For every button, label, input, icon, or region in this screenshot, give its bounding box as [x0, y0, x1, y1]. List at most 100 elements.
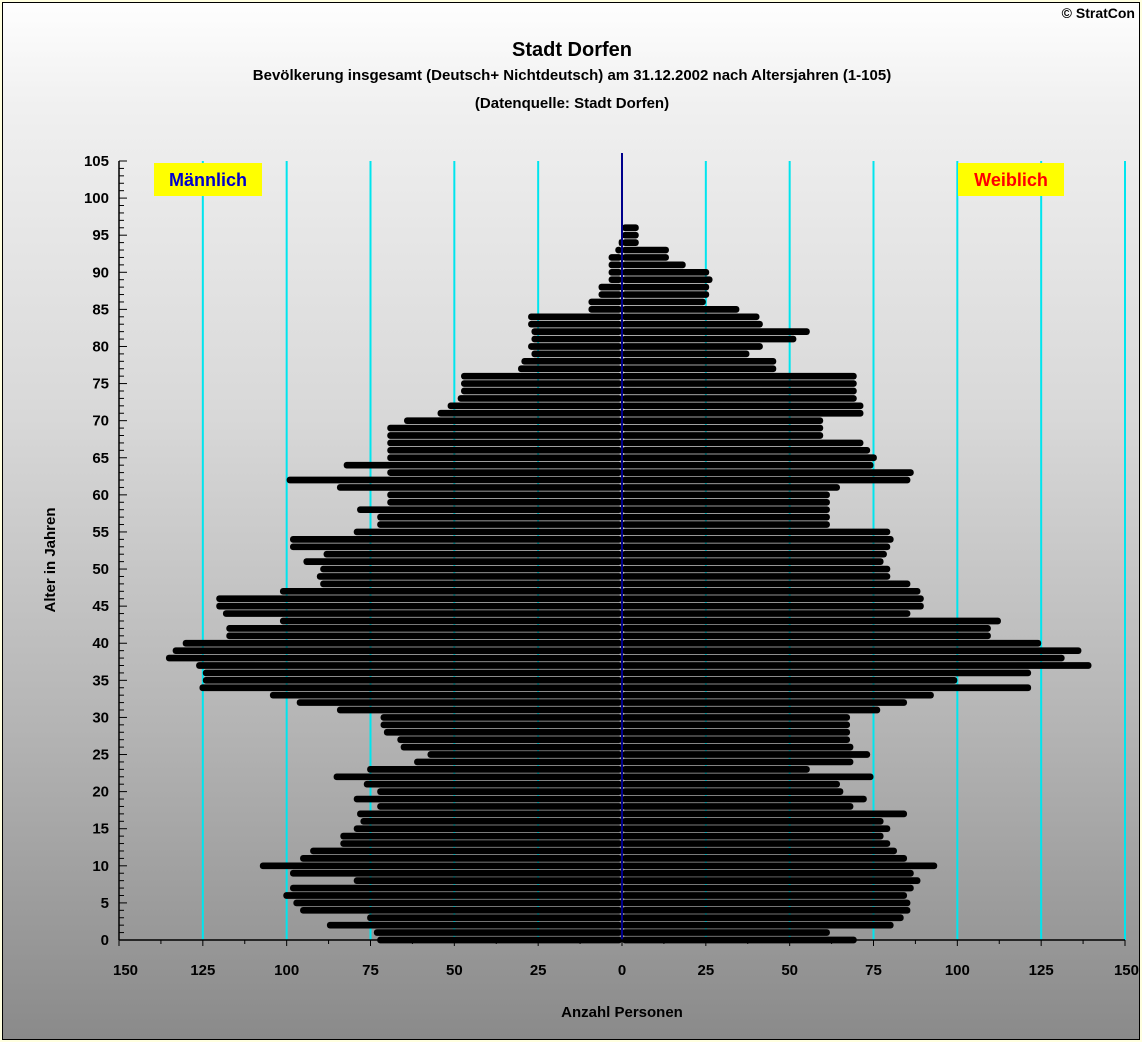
female-label-text: Weiblich — [974, 170, 1048, 190]
bar-male — [357, 506, 622, 514]
bar-female — [622, 231, 639, 239]
bar-male — [397, 736, 622, 744]
bar-female — [622, 780, 840, 788]
bar-male — [353, 877, 622, 884]
y-tick-label: 80 — [92, 338, 109, 355]
bar-female — [622, 832, 884, 840]
x-tick-label: 125 — [190, 962, 215, 979]
chart-title: Stadt Dorfen — [512, 39, 632, 61]
bar-female — [622, 788, 844, 795]
bar-female — [622, 773, 874, 781]
bar-female — [622, 357, 777, 365]
bar-female — [622, 343, 763, 350]
bar-male — [531, 328, 622, 335]
bar-male — [216, 602, 622, 610]
bar-female — [622, 676, 958, 684]
bar-male — [383, 728, 622, 736]
bar-female — [622, 662, 1092, 669]
y-tick-label: 70 — [92, 413, 109, 430]
y-tick-label: 5 — [101, 895, 109, 912]
bar-female — [622, 550, 887, 558]
bar-male — [528, 320, 622, 328]
bar-male — [531, 335, 622, 343]
bar-female — [622, 513, 830, 521]
bar-female — [622, 506, 830, 514]
x-tick-label: 50 — [781, 962, 798, 979]
bar-male — [387, 439, 622, 447]
bar-male — [226, 625, 622, 632]
bar-female — [622, 743, 854, 751]
bar-male — [290, 536, 622, 543]
bar-female — [622, 803, 854, 810]
bar-male — [377, 513, 622, 521]
bar-female — [622, 447, 871, 454]
bar-male — [269, 691, 622, 699]
bar-female — [622, 766, 810, 773]
bar-female — [622, 921, 894, 929]
bar-female — [622, 254, 669, 261]
bar-female — [622, 439, 864, 447]
bar-female — [622, 306, 740, 313]
bar-male — [528, 313, 622, 321]
bar-female — [622, 239, 639, 246]
bar-male — [461, 387, 622, 395]
bar-female — [622, 402, 864, 410]
y-tick-label: 15 — [92, 821, 109, 838]
bar-male — [290, 884, 622, 892]
bar-female — [622, 632, 991, 640]
bar-male — [303, 558, 622, 565]
bar-male — [326, 921, 622, 929]
bar-female — [622, 929, 830, 936]
bar-female — [622, 840, 891, 847]
bar-male — [172, 647, 623, 654]
bar-male — [461, 380, 622, 387]
bar-male — [290, 543, 622, 551]
x-tick-label: 25 — [697, 962, 714, 979]
bar-male — [320, 580, 622, 588]
bar-male — [283, 892, 622, 899]
bar-male — [199, 684, 623, 692]
y-tick-label: 65 — [92, 450, 109, 467]
bar-male — [461, 372, 622, 380]
bar-female — [622, 461, 874, 469]
bar-female — [622, 395, 857, 402]
bar-female — [622, 906, 911, 914]
bar-male — [353, 825, 622, 833]
bar-female — [622, 350, 750, 358]
bar-male — [353, 795, 622, 803]
x-tick-label: 150 — [113, 962, 138, 979]
bar-female — [622, 810, 908, 818]
bar-female — [622, 454, 877, 462]
y-tick-label: 25 — [92, 747, 109, 764]
copyright-label: © StratCon — [1061, 5, 1135, 21]
bar-female — [622, 691, 934, 699]
bar-female — [622, 877, 921, 884]
bar-male — [363, 780, 622, 788]
bar-male — [367, 766, 622, 773]
bar-female — [622, 328, 810, 335]
bar-male — [457, 395, 622, 402]
male-legend-label: Männlich — [154, 163, 262, 196]
bar-female — [622, 313, 760, 321]
x-tick-label: 75 — [865, 962, 882, 979]
bar-male — [521, 357, 622, 365]
y-tick-label: 95 — [92, 227, 109, 244]
bar-male — [293, 899, 622, 907]
bar-male — [279, 587, 622, 595]
y-tick-label: 0 — [101, 932, 109, 949]
gridlines — [201, 161, 1126, 940]
y-tick-label: 85 — [92, 301, 109, 318]
bar-male — [357, 810, 622, 818]
bar-female — [622, 528, 891, 536]
bar-male — [226, 632, 622, 640]
bar-male — [196, 662, 623, 669]
bar-male — [316, 573, 622, 580]
bar-female — [622, 536, 894, 543]
bar-male — [447, 402, 622, 410]
bar-male — [343, 461, 622, 469]
bar-male — [387, 447, 622, 454]
y-tick-label: 55 — [92, 524, 109, 541]
bar-male — [380, 721, 622, 729]
bar-female — [622, 862, 938, 870]
